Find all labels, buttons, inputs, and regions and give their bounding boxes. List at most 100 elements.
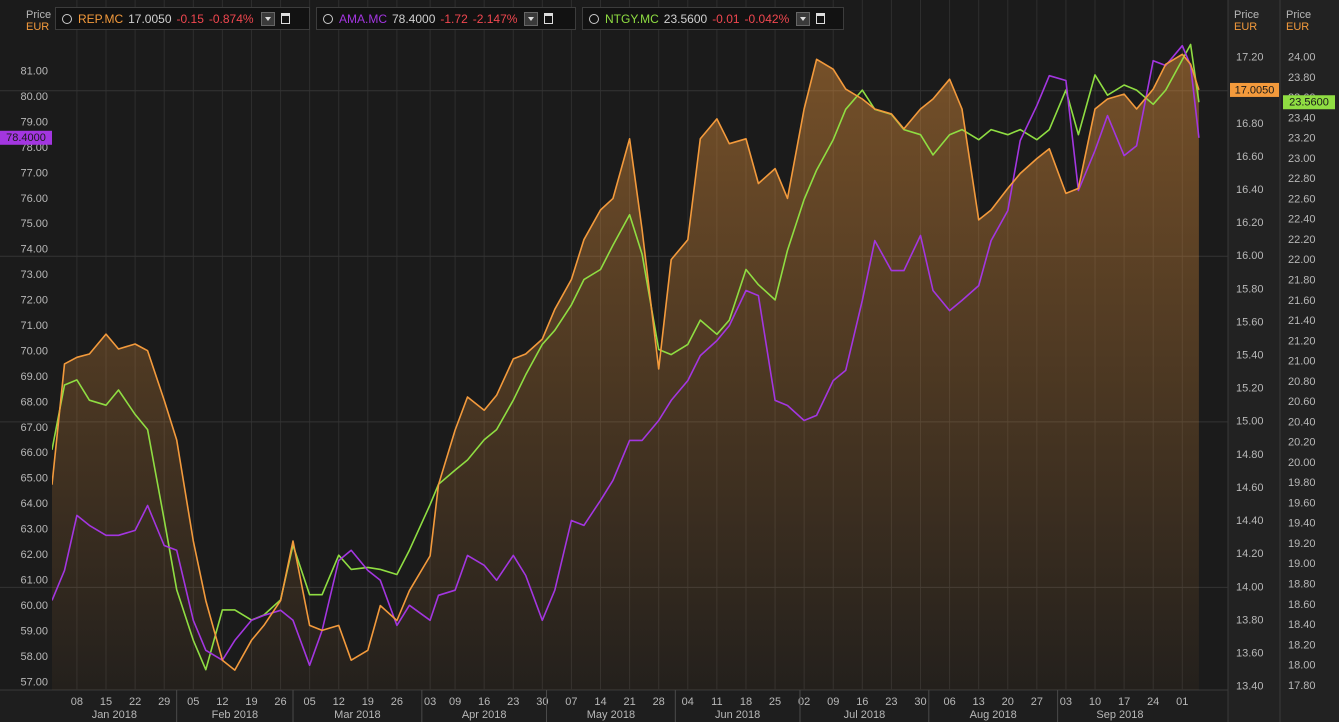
- y3-tick-label: 24.00: [1288, 52, 1316, 64]
- x-tick-label: 13: [973, 696, 985, 708]
- series-line: [52, 53, 1200, 671]
- x-tick-label: 26: [391, 696, 403, 708]
- y3-tick-label: 19.20: [1288, 538, 1316, 550]
- clock-icon: [589, 13, 599, 24]
- axis-title: Price: [1234, 9, 1259, 21]
- legend-change-pct: -2.147%: [472, 11, 518, 26]
- legend-change: -1.72: [440, 11, 468, 26]
- x-tick-label: 02: [798, 696, 810, 708]
- last-value-label: 17.0050: [1235, 84, 1275, 96]
- x-tick-label: 30: [536, 696, 548, 708]
- axes: 08 15 22 29 05 12 19 26 05 12 19 26 03 09 16 23 30 07 14 21…: [0, 52, 1335, 722]
- x-tick-label: 27: [1031, 696, 1043, 708]
- legend-item[interactable]: AMA.MC 78.4000 -1.72 -2.147%: [316, 7, 576, 30]
- y2-tick-label: 15.20: [1236, 383, 1264, 395]
- axis-title: Price: [26, 9, 51, 21]
- dropdown[interactable]: [524, 11, 539, 26]
- y3-tick-label: 21.20: [1288, 335, 1316, 347]
- x-tick-label: 26: [274, 696, 286, 708]
- legend-last: 23.5600: [663, 11, 708, 26]
- legend-last: 17.0050: [128, 11, 172, 26]
- y-tick-label: 73.00: [20, 269, 48, 281]
- month-label: Apr 2018: [462, 709, 507, 721]
- y-tick-label: 58.00: [20, 651, 48, 663]
- legend-item[interactable]: NTGY.MC 23.5600 -0.01 -0.042%: [582, 7, 844, 30]
- last-value-label: 78.4000: [6, 132, 46, 144]
- delete-icon[interactable]: [816, 13, 826, 24]
- y-tick-label: 60.00: [20, 600, 48, 612]
- x-tick-label: 20: [1002, 696, 1014, 708]
- x-tick-label: 15: [100, 696, 112, 708]
- y-tick-label: 67.00: [20, 422, 48, 434]
- y3-tick-label: 23.00: [1288, 153, 1316, 165]
- series-line: [52, 44, 1200, 667]
- last-value-tag: [1283, 95, 1335, 110]
- y3-tick-label: 18.40: [1288, 619, 1316, 631]
- y2-tick-label: 14.60: [1236, 482, 1264, 494]
- y3-tick-label: 20.40: [1288, 416, 1316, 428]
- y-tick-label: 65.00: [20, 473, 48, 485]
- y3-tick-label: 18.60: [1288, 599, 1316, 611]
- x-tick-label: 18: [740, 696, 752, 708]
- y3-tick-label: 22.60: [1288, 193, 1316, 205]
- legend-item[interactable]: REP.MC 17.0050 -0.15 -0.874%: [55, 7, 310, 30]
- month-label: Jan 2018: [92, 709, 137, 721]
- delete-icon[interactable]: [280, 13, 290, 24]
- y-tick-label: 78.00: [20, 142, 48, 154]
- y2-tick-label: 15.00: [1236, 416, 1264, 428]
- y-tick-label: 62.00: [20, 549, 48, 561]
- y3-tick-label: 23.80: [1288, 72, 1316, 84]
- dropdown[interactable]: [796, 11, 811, 26]
- x-tick-label: 07: [565, 696, 577, 708]
- x-axis-panel: [0, 690, 1228, 722]
- delete-icon[interactable]: [544, 13, 554, 24]
- x-tick-label: 28: [653, 696, 665, 708]
- y3-tick-label: 21.60: [1288, 295, 1316, 307]
- y2-tick-label: 15.60: [1236, 316, 1264, 328]
- month-label: Jun 2018: [715, 709, 760, 721]
- y3-tick-label: 19.80: [1288, 477, 1316, 489]
- right-axis-panel: [1228, 0, 1339, 722]
- y2-tick-label: 16.60: [1236, 151, 1264, 163]
- y2-tick-label: 13.40: [1236, 681, 1264, 693]
- y-tick-label: 75.00: [20, 218, 48, 230]
- y-tick-label: 72.00: [20, 295, 48, 307]
- axis-unit: EUR: [26, 21, 49, 33]
- x-tick-label: 06: [943, 696, 955, 708]
- x-tick-label: 21: [623, 696, 635, 708]
- y3-tick-label: 18.20: [1288, 639, 1316, 651]
- x-tick-label: 22: [129, 696, 141, 708]
- axis-unit: EUR: [1286, 21, 1309, 33]
- plot-area: [52, 43, 1200, 690]
- y-tick-label: 63.00: [20, 524, 48, 536]
- x-tick-label: 23: [885, 696, 897, 708]
- y3-tick-label: 20.80: [1288, 376, 1316, 388]
- y3-tick-label: 17.80: [1288, 680, 1316, 692]
- y3-tick-label: 20.60: [1288, 396, 1316, 408]
- last-value-label: 23.5600: [1289, 97, 1329, 109]
- y3-tick-label: 21.40: [1288, 315, 1316, 327]
- x-tick-label: 16: [478, 696, 490, 708]
- axis-unit: EUR: [1234, 21, 1257, 33]
- y2-tick-label: 14.80: [1236, 449, 1264, 461]
- y-tick-label: 64.00: [20, 498, 48, 510]
- x-tick-label: 12: [333, 696, 345, 708]
- x-tick-label: 03: [1060, 696, 1072, 708]
- x-tick-label: 14: [594, 696, 606, 708]
- x-tick-label: 19: [245, 696, 257, 708]
- y-tick-label: 59.00: [20, 625, 48, 637]
- x-tick-label: 30: [914, 696, 926, 708]
- area-fill: [52, 54, 1199, 690]
- legend-bar: REP.MC 17.0050 -0.15 -0.874% AMA.MC 78.4…: [0, 0, 1228, 34]
- x-tick-label: 25: [769, 696, 781, 708]
- dropdown[interactable]: [260, 11, 275, 26]
- y-tick-label: 61.00: [20, 574, 48, 586]
- clock-icon: [323, 13, 333, 24]
- y-tick-label: 74.00: [20, 244, 48, 256]
- y2-tick-label: 14.40: [1236, 515, 1264, 527]
- y3-tick-label: 19.60: [1288, 497, 1316, 509]
- y2-tick-label: 16.40: [1236, 184, 1264, 196]
- x-tick-label: 01: [1176, 696, 1188, 708]
